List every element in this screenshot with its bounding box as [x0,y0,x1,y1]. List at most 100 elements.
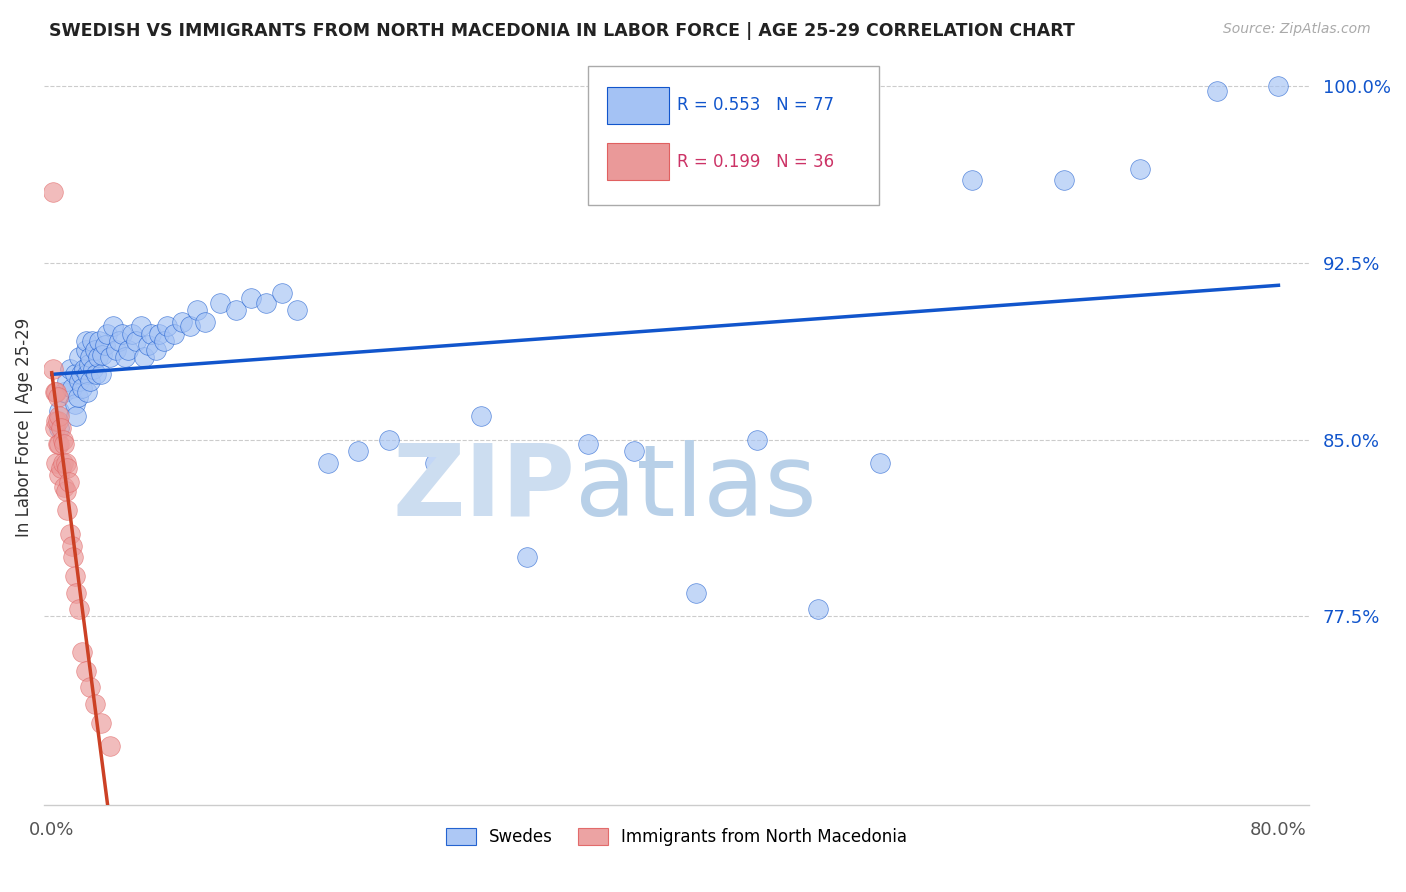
Point [42,185,65,199]
Point [77,357,100,371]
Point [101,319,124,334]
Text: atlas: atlas [575,440,817,537]
Point [90,367,112,381]
Point [46,414,69,428]
Point [156,319,179,334]
Point [148,326,170,341]
Point [270,286,292,301]
Point [48,404,70,418]
Point [1129,161,1152,176]
Point [90,715,112,730]
Point [378,433,401,447]
Point [96,326,118,341]
Point [179,319,201,334]
Point [44,421,66,435]
Point [66,390,89,404]
Text: R = 0.199   N = 36: R = 0.199 N = 36 [676,153,834,170]
Point [48,421,70,435]
Point [316,456,339,470]
Legend: Swedes, Immigrants from North Macedonia: Swedes, Immigrants from North Macedonia [446,828,907,846]
Point [45,456,67,470]
Point [51,456,73,470]
Point [60,381,83,395]
Point [55,456,77,470]
Point [80,334,103,348]
Point [58,475,80,489]
Point [44,385,66,400]
Point [240,291,263,305]
Point [225,303,247,318]
Point [67,602,90,616]
Point [98,739,121,753]
Point [470,409,492,423]
Point [49,421,72,435]
Point [48,437,70,451]
Point [163,326,186,341]
Point [79,374,101,388]
Point [108,334,131,348]
Text: Source: ZipAtlas.com: Source: ZipAtlas.com [1223,22,1371,37]
Point [79,680,101,694]
Point [129,319,152,334]
Point [53,437,76,451]
Point [256,296,278,310]
Point [46,390,69,404]
Point [67,374,90,388]
Point [63,397,86,411]
Point [423,456,446,470]
Point [72,645,94,659]
Point [1053,173,1076,187]
Point [45,385,67,400]
Point [67,350,90,364]
Point [132,350,155,364]
Point [347,444,370,458]
Point [172,315,194,329]
Point [89,334,111,348]
Point [141,326,163,341]
Point [60,539,83,553]
FancyBboxPatch shape [607,87,669,124]
Point [63,569,86,583]
Point [51,433,73,447]
Point [186,303,208,318]
Point [82,362,104,376]
Point [83,697,105,711]
Point [65,409,87,423]
Point [75,664,97,678]
Point [87,350,110,364]
Point [42,362,65,376]
Point [76,367,98,381]
Point [65,586,87,600]
Point [869,456,891,470]
Point [1206,84,1229,98]
Point [56,503,79,517]
Point [117,343,139,357]
Y-axis label: In Labor Force | Age 25-29: In Labor Force | Age 25-29 [15,318,32,538]
Point [685,586,707,600]
Point [46,437,69,451]
Point [1267,78,1289,93]
Point [63,367,86,381]
Point [56,461,79,475]
Point [79,350,101,364]
Point [53,480,76,494]
Point [152,334,174,348]
Point [49,461,72,475]
Point [73,362,96,376]
Point [75,334,97,348]
Point [578,437,600,451]
Point [83,343,105,357]
Point [114,350,136,364]
Point [56,374,79,388]
Text: ZIP: ZIP [392,440,575,537]
Point [48,467,70,482]
Point [145,343,167,357]
Point [70,367,93,381]
Point [98,350,121,364]
Point [55,484,77,499]
Point [516,550,538,565]
FancyBboxPatch shape [607,144,669,180]
Point [121,326,143,341]
Point [59,527,82,541]
Point [53,385,76,400]
